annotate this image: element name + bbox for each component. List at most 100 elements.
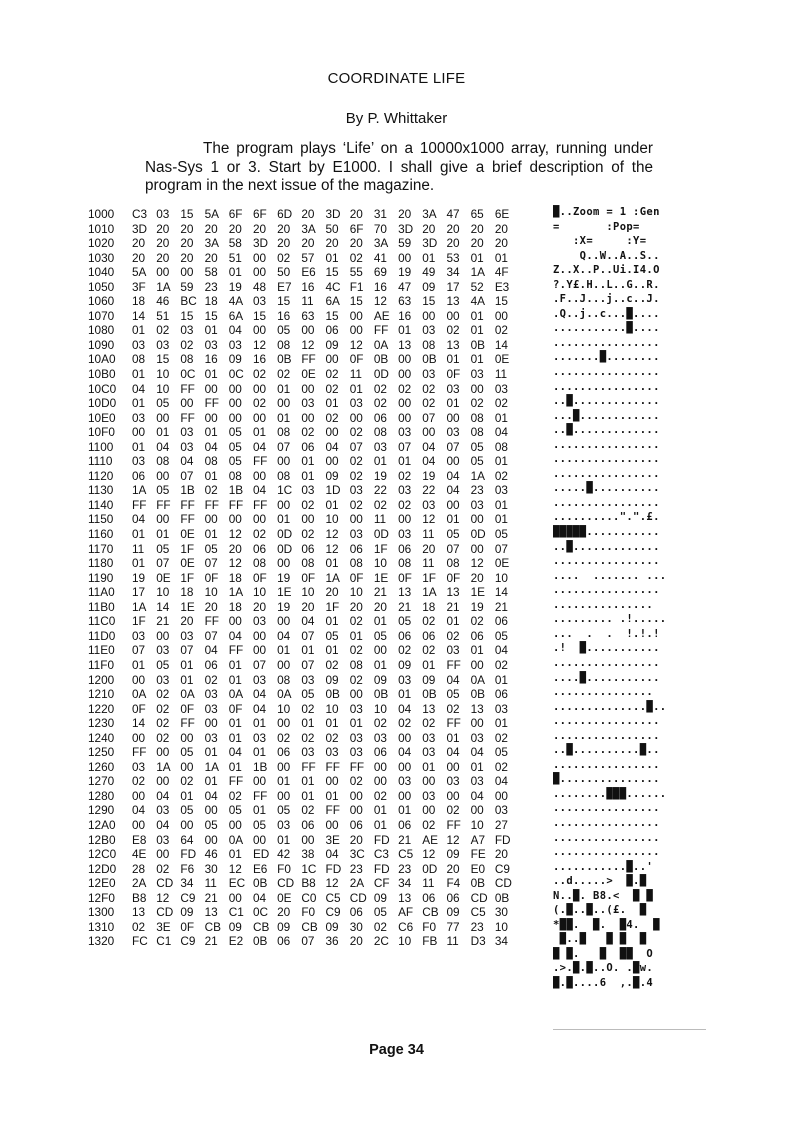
hex-byte: E6 bbox=[301, 265, 316, 280]
hex-byte: 20 bbox=[180, 614, 194, 629]
hex-byte: 01 bbox=[470, 352, 484, 367]
hex-byte: 0A bbox=[180, 687, 195, 702]
hex-byte: BC bbox=[180, 294, 197, 309]
hex-byte: 04 bbox=[325, 439, 339, 454]
hex-byte: 01 bbox=[228, 730, 242, 745]
screen-line: █████........... bbox=[553, 526, 660, 539]
hex-byte: 00 bbox=[398, 367, 412, 382]
hex-byte: 00 bbox=[470, 381, 484, 396]
hex-byte: 00 bbox=[252, 512, 267, 527]
screen-line: N..█. B8.< █ █ bbox=[553, 889, 654, 902]
hex-byte: 05 bbox=[180, 803, 194, 818]
hex-byte: 13 bbox=[446, 337, 460, 352]
hex-byte: 1A bbox=[132, 599, 147, 614]
hex-byte: 01 bbox=[422, 250, 436, 265]
hex-bytes: 14 51 15 15 6A 15 16 63 15 00 AE 16 00 00 01 00 bbox=[132, 309, 519, 323]
hex-byte: 02 bbox=[422, 716, 436, 731]
hex-byte: 14 bbox=[494, 337, 508, 352]
hex-byte: 07 bbox=[277, 439, 291, 454]
hex-byte: 23 bbox=[349, 861, 363, 876]
hex-byte: 20 bbox=[470, 570, 484, 585]
hex-byte: 05 bbox=[373, 905, 387, 920]
hex-address: 1210 bbox=[88, 687, 115, 702]
hex-bytes: 3D 20 20 20 20 20 20 3A 50 6F 70 3D 20 20 20 20 bbox=[132, 222, 519, 236]
hex-row: 12E0 2A CD 34 11 EC 0B CD B8 12 2A CF 34 11 F4 0B CD bbox=[88, 876, 538, 891]
hex-bytes: 01 04 03 04 05 04 07 06 04 07 03 07 04 07 05 08 bbox=[132, 440, 519, 454]
hex-byte: 11 bbox=[373, 512, 387, 527]
hex-byte: 20 bbox=[470, 236, 484, 251]
hex-byte: C5 bbox=[325, 890, 341, 905]
hex-byte: 0F bbox=[398, 570, 412, 585]
hex-byte: 6E bbox=[494, 207, 510, 221]
screen-line: ...█............ bbox=[553, 409, 660, 422]
hex-byte: 03 bbox=[470, 497, 484, 512]
hex-byte: 03 bbox=[470, 730, 484, 745]
hex-byte: 04 bbox=[422, 439, 436, 454]
hex-byte: 59 bbox=[180, 279, 194, 294]
hex-byte: 02 bbox=[494, 657, 508, 672]
hex-byte: 00 bbox=[252, 381, 267, 396]
hex-byte: ED bbox=[252, 847, 270, 862]
hex-byte: FF bbox=[180, 410, 195, 425]
hex-byte: 02 bbox=[446, 323, 460, 338]
hex-byte: 23 bbox=[398, 861, 412, 876]
hex-byte: 00 bbox=[325, 425, 339, 440]
hex-row: 1010 3D 20 20 20 20 20 20 3A 50 6F 70 3D 20 20 20 20 bbox=[88, 222, 538, 237]
hex-byte: 20 bbox=[422, 541, 436, 556]
hex-byte: 03 bbox=[373, 439, 387, 454]
hex-byte: 04 bbox=[132, 381, 146, 396]
hex-byte: 02 bbox=[349, 454, 363, 469]
hex-byte: 1E bbox=[277, 585, 292, 600]
hex-row: 11D0 03 00 03 07 04 00 04 07 05 01 05 06 06 02 06 05 bbox=[88, 629, 538, 644]
hex-byte: 20 bbox=[156, 221, 170, 236]
hex-byte: 02 bbox=[204, 483, 218, 498]
hex-byte: 11 bbox=[422, 556, 435, 571]
hex-byte: 07 bbox=[301, 657, 315, 672]
hex-byte: 00 bbox=[349, 512, 363, 527]
hex-byte: 12 bbox=[252, 337, 267, 352]
hex-byte: 00 bbox=[470, 657, 484, 672]
hex-byte: 21 bbox=[204, 934, 218, 949]
hex-byte: 03 bbox=[252, 294, 267, 309]
hex-byte: 03 bbox=[422, 323, 436, 338]
hex-byte: 4A bbox=[228, 294, 244, 309]
hex-byte: 07 bbox=[204, 556, 218, 571]
hex-byte: 01 bbox=[422, 657, 436, 672]
hex-byte: 02 bbox=[252, 367, 267, 382]
hex-byte: CB bbox=[204, 919, 221, 934]
hex-byte: 01 bbox=[373, 657, 387, 672]
hex-address: 11A0 bbox=[88, 585, 115, 600]
hex-byte: 06 bbox=[446, 890, 460, 905]
hex-byte: 08 bbox=[277, 425, 291, 440]
hex-byte: 01 bbox=[301, 788, 315, 803]
hex-byte: 09 bbox=[373, 672, 387, 687]
hex-address: 1160 bbox=[88, 527, 114, 542]
hex-byte: 05 bbox=[156, 483, 170, 498]
hex-address: 1000 bbox=[88, 207, 115, 221]
hex-byte: 00 bbox=[132, 672, 146, 687]
hex-byte: 01 bbox=[373, 817, 387, 832]
hex-byte: 03 bbox=[349, 396, 363, 411]
hex-byte: 03 bbox=[494, 381, 508, 396]
hex-byte: 05 bbox=[277, 803, 291, 818]
hex-byte: 20 bbox=[156, 236, 170, 251]
hex-byte: 22 bbox=[373, 483, 387, 498]
hex-byte: 1A bbox=[228, 585, 244, 600]
screen-line: ..█............. bbox=[553, 424, 660, 437]
hex-byte: 03 bbox=[132, 410, 146, 425]
hex-byte: 03 bbox=[398, 774, 412, 789]
hex-byte: 02 bbox=[349, 614, 363, 629]
hex-byte: 0B bbox=[470, 876, 486, 891]
hex-byte: 20 bbox=[204, 250, 218, 265]
hex-bytes: 03 03 02 03 03 12 08 12 09 12 0A 13 08 13 0B 14 bbox=[132, 338, 519, 352]
hex-byte: 04 bbox=[446, 468, 460, 483]
hex-byte: 00 bbox=[277, 454, 291, 469]
hex-byte: 03 bbox=[132, 759, 146, 774]
screen-line: ................ bbox=[553, 715, 660, 728]
hex-byte: FF bbox=[252, 497, 268, 512]
hex-byte: 02 bbox=[373, 381, 387, 396]
hex-byte: 03 bbox=[470, 367, 484, 382]
hex-byte: 00 bbox=[398, 788, 412, 803]
hex-byte: 01 bbox=[470, 643, 484, 658]
hex-byte: 03 bbox=[132, 454, 146, 469]
